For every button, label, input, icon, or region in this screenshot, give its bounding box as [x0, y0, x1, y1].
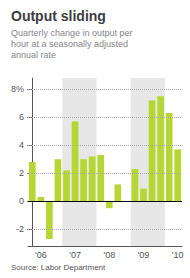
- svg-text:annual rate: annual rate: [11, 50, 56, 60]
- svg-text:'07: '07: [69, 250, 81, 260]
- svg-text:Quarterly change in output per: Quarterly change in output per: [11, 28, 133, 38]
- svg-text:Output sliding: Output sliding: [11, 8, 106, 24]
- svg-text:hour at a seasonally adjusted: hour at a seasonally adjusted: [11, 39, 128, 49]
- svg-text:'06: '06: [35, 250, 47, 260]
- svg-text:Source: Labor Department: Source: Labor Department: [11, 263, 106, 272]
- svg-text:4: 4: [19, 140, 24, 150]
- svg-text:-2: -2: [16, 224, 24, 234]
- svg-text:8%: 8%: [11, 84, 24, 94]
- svg-text:'09: '09: [138, 250, 150, 260]
- svg-text:6: 6: [19, 112, 24, 122]
- svg-text:'10: '10: [172, 250, 184, 260]
- svg-text:'08: '08: [103, 250, 115, 260]
- svg-text:2: 2: [19, 168, 24, 178]
- svg-text:0: 0: [19, 196, 24, 206]
